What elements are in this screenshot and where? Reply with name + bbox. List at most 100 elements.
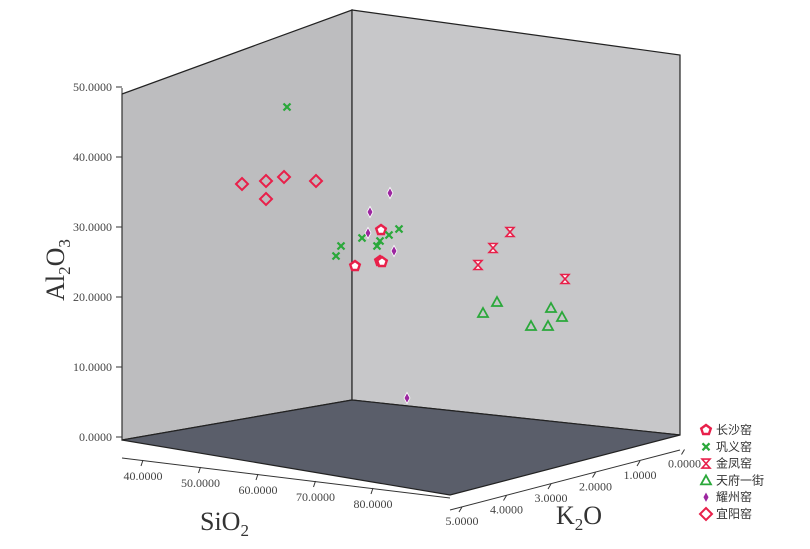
y-tick-label: 20.0000 xyxy=(73,290,112,304)
z-axis-title: K2O xyxy=(556,501,602,534)
z-tick-label: 4.0000 xyxy=(490,503,523,517)
x-axis-line xyxy=(121,457,451,499)
data-point xyxy=(374,223,388,236)
legend-item: 长沙窑 xyxy=(699,422,752,437)
data-point xyxy=(504,226,516,238)
y-tick-label: 0.0000 xyxy=(79,430,112,444)
left-wall xyxy=(121,9,353,441)
legend-label: 天府一街 xyxy=(716,472,764,487)
data-point xyxy=(372,241,382,251)
x-axis-title: SiO2 xyxy=(200,507,249,540)
x-tick-mark xyxy=(255,473,259,481)
z-tick-label: 1.0000 xyxy=(624,468,657,482)
data-point xyxy=(375,255,389,268)
x-axis-title-main: SiO xyxy=(200,507,240,536)
y-tick-label: 30.0000 xyxy=(73,220,112,234)
data-point xyxy=(386,186,394,200)
x-tick-label: 70.0000 xyxy=(296,490,335,504)
z-tick-mark xyxy=(636,460,641,467)
legend-item: 天府一街 xyxy=(699,472,764,487)
legend-item: 巩义窑 xyxy=(701,439,752,454)
data-point xyxy=(555,310,569,322)
z-axis-title-sub: 2 xyxy=(575,515,584,534)
legend-marker xyxy=(698,506,714,522)
data-point xyxy=(258,191,274,207)
legend-label: 长沙窑 xyxy=(716,422,752,437)
data-point xyxy=(336,241,346,251)
legend-marker xyxy=(702,490,710,504)
data-point xyxy=(384,230,394,240)
x-tick-mark xyxy=(198,466,201,474)
z-axis-ticks: 5.0000 4.0000 3.0000 2.0000 1.0000 0.0000 xyxy=(446,449,701,528)
z-tick-label: 5.0000 xyxy=(446,514,479,528)
data-point xyxy=(234,176,250,192)
data-point xyxy=(276,169,292,185)
data-point xyxy=(364,226,372,240)
data-point xyxy=(490,295,504,307)
y-tick-label: 50.0000 xyxy=(73,80,112,94)
z-tick-mark xyxy=(547,483,552,490)
x-tick-label: 80.0000 xyxy=(354,497,393,511)
z-tick-mark xyxy=(503,495,507,501)
x-tick-mark xyxy=(370,487,374,495)
data-point xyxy=(390,244,398,258)
x-tick-label: 40.0000 xyxy=(124,469,163,483)
z-axis-line xyxy=(449,449,681,511)
legend-marker xyxy=(700,458,712,469)
legend-item: 金凤窑 xyxy=(700,456,752,471)
legend-marker xyxy=(699,473,713,486)
z-tick-label: 2.0000 xyxy=(579,480,612,494)
data-point xyxy=(348,259,362,272)
x-tick-label: 50.0000 xyxy=(181,476,220,490)
data-point xyxy=(308,173,324,189)
y-tick-label: 10.0000 xyxy=(73,360,112,374)
x-tick-label: 60.0000 xyxy=(239,483,278,497)
z-tick-mark xyxy=(592,472,596,478)
data-point xyxy=(366,205,374,219)
data-point xyxy=(331,251,341,261)
data-point xyxy=(282,102,292,112)
z-tick-mark xyxy=(458,506,463,513)
z-tick-label: 0.0000 xyxy=(668,457,701,471)
y-axis-ticks: 0.0000 10.0000 20.0000 30.0000 40.0000 50.000… xyxy=(73,80,122,444)
z-tick-label: 3.0000 xyxy=(535,491,568,505)
x-tick-mark xyxy=(140,459,144,467)
data-point xyxy=(357,233,367,243)
data-point xyxy=(258,173,274,189)
data-points xyxy=(234,102,571,405)
legend-label: 金凤窑 xyxy=(716,456,752,471)
data-point xyxy=(476,306,490,318)
z-axis-title-main: K xyxy=(556,501,575,530)
x-axis-ticks: 40.0000 50.0000 60.0000 70.0000 80.0000 xyxy=(124,459,393,511)
data-point xyxy=(403,391,411,405)
y-axis-title-sub2: 3 xyxy=(55,239,74,248)
data-point xyxy=(541,319,555,331)
data-point xyxy=(472,259,484,271)
legend-item: 耀州窑 xyxy=(702,489,752,504)
y-tick-label: 40.0000 xyxy=(73,150,112,164)
legend-label: 耀州窑 xyxy=(716,489,752,504)
data-point xyxy=(375,236,385,246)
legend-label: 宜阳窑 xyxy=(716,506,752,521)
y-axis-title: Al2O3 xyxy=(41,239,74,301)
x-axis-title-sub: 2 xyxy=(240,521,249,540)
x-tick-mark xyxy=(313,480,316,488)
z-axis-title-end: O xyxy=(583,501,602,530)
y-axis-title-main: Al xyxy=(41,275,70,301)
right-wall xyxy=(351,9,681,436)
data-point xyxy=(487,242,499,254)
data-point xyxy=(394,224,404,234)
legend-item: 宜阳窑 xyxy=(698,506,752,522)
y-axis-title-sub: 2 xyxy=(55,266,74,275)
data-point xyxy=(524,319,538,331)
y-axis-title-mid: O xyxy=(41,248,70,267)
legend-label: 巩义窑 xyxy=(716,439,752,454)
legend-marker xyxy=(699,423,713,436)
floor xyxy=(121,399,681,496)
legend-marker xyxy=(701,442,711,452)
z-tick-mark xyxy=(681,449,685,455)
data-point xyxy=(559,273,571,285)
data-point xyxy=(544,301,558,313)
